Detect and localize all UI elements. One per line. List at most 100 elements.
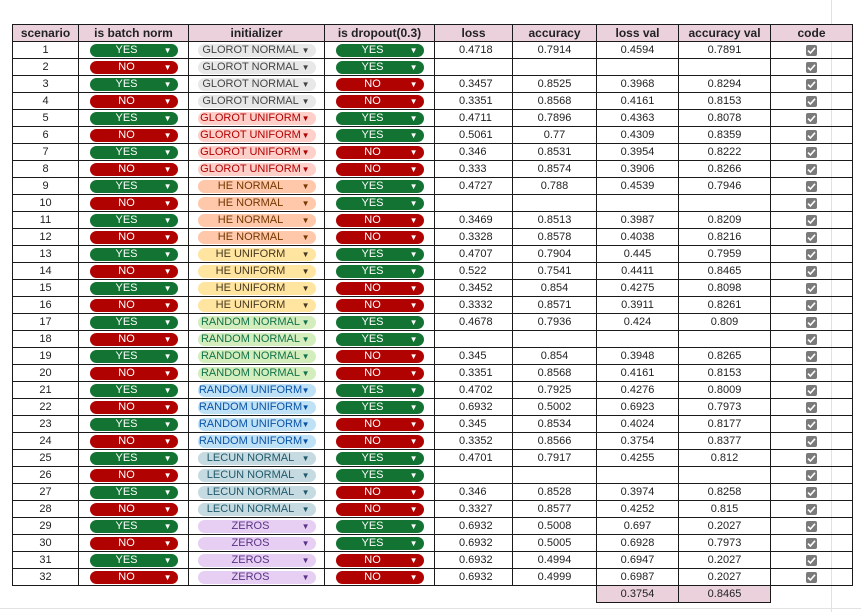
checkbox-checked-icon[interactable] xyxy=(806,333,817,345)
code-cell[interactable] xyxy=(770,126,853,144)
loss-cell[interactable]: 0.3327 xyxy=(434,500,513,518)
loss-val-cell[interactable]: 0.424 xyxy=(596,313,679,331)
accuracy-val-cell[interactable]: 0.7959 xyxy=(678,245,771,263)
dropout-dropdown[interactable]: YES ▼ xyxy=(335,315,424,329)
scenario-cell[interactable]: 6 xyxy=(12,126,79,144)
batch-norm-dropdown[interactable]: YES ▼ xyxy=(89,349,178,363)
loss-val-cell[interactable]: 0.4024 xyxy=(596,415,679,433)
accuracy-val-cell[interactable] xyxy=(678,194,771,212)
code-cell[interactable] xyxy=(770,432,853,450)
initializer-dropdown[interactable]: LECUN NORMAL ▼ xyxy=(197,451,316,465)
batch-norm-dropdown[interactable]: NO ▼ xyxy=(89,94,178,108)
loss-cell[interactable]: 0.3328 xyxy=(434,228,513,246)
loss-val-cell[interactable]: 0.3911 xyxy=(596,296,679,314)
accuracy-val-cell[interactable]: 0.7973 xyxy=(678,398,771,416)
dropout-dropdown[interactable]: YES ▼ xyxy=(335,247,424,261)
code-cell[interactable] xyxy=(770,279,853,297)
accuracy-val-cell[interactable]: 0.2027 xyxy=(678,551,771,569)
checkbox-checked-icon[interactable] xyxy=(806,197,817,209)
accuracy-cell[interactable]: 0.5005 xyxy=(512,534,597,552)
loss-cell[interactable]: 0.6932 xyxy=(434,398,513,416)
batch-norm-cell[interactable]: YES ▼ xyxy=(78,41,189,59)
scenario-cell[interactable]: 28 xyxy=(12,500,79,518)
code-cell[interactable] xyxy=(770,262,853,280)
code-cell[interactable] xyxy=(770,534,853,552)
scenario-cell[interactable]: 10 xyxy=(12,194,79,212)
batch-norm-cell[interactable]: YES ▼ xyxy=(78,211,189,229)
checkbox-checked-icon[interactable] xyxy=(806,282,817,294)
dropout-cell[interactable]: NO ▼ xyxy=(324,296,435,314)
initializer-cell[interactable]: RANDOM UNIFORM ▼ xyxy=(188,415,325,433)
dropout-cell[interactable]: NO ▼ xyxy=(324,92,435,110)
code-cell[interactable] xyxy=(770,551,853,569)
loss-cell[interactable]: 0.6932 xyxy=(434,517,513,535)
accuracy-val-cell[interactable]: 0.8465 xyxy=(678,262,771,280)
code-cell[interactable] xyxy=(770,194,853,212)
loss-cell[interactable] xyxy=(434,330,513,348)
dropout-cell[interactable]: NO ▼ xyxy=(324,364,435,382)
batch-norm-cell[interactable]: NO ▼ xyxy=(78,58,189,76)
dropout-cell[interactable]: NO ▼ xyxy=(324,228,435,246)
accuracy-cell[interactable]: 0.8566 xyxy=(512,432,597,450)
dropout-dropdown[interactable]: NO ▼ xyxy=(335,145,424,159)
dropout-cell[interactable]: YES ▼ xyxy=(324,449,435,467)
header-loss-val[interactable]: loss val xyxy=(596,24,679,42)
initializer-dropdown[interactable]: HE NORMAL ▼ xyxy=(197,196,316,210)
accuracy-cell[interactable]: 0.7541 xyxy=(512,262,597,280)
accuracy-cell[interactable]: 0.7936 xyxy=(512,313,597,331)
dropout-dropdown[interactable]: YES ▼ xyxy=(335,128,424,142)
accuracy-cell[interactable]: 0.8534 xyxy=(512,415,597,433)
accuracy-val-cell[interactable] xyxy=(678,330,771,348)
accuracy-val-cell[interactable]: 0.8153 xyxy=(678,92,771,110)
scenario-cell[interactable]: 11 xyxy=(12,211,79,229)
empty-cell[interactable] xyxy=(13,586,79,603)
accuracy-cell[interactable]: 0.8513 xyxy=(512,211,597,229)
accuracy-val-cell[interactable]: 0.8098 xyxy=(678,279,771,297)
batch-norm-cell[interactable]: YES ▼ xyxy=(78,517,189,535)
dropout-dropdown[interactable]: YES ▼ xyxy=(335,519,424,533)
code-cell[interactable] xyxy=(770,347,853,365)
batch-norm-dropdown[interactable]: YES ▼ xyxy=(89,519,178,533)
accuracy-cell[interactable]: 0.5008 xyxy=(512,517,597,535)
batch-norm-cell[interactable]: NO ▼ xyxy=(78,262,189,280)
dropout-dropdown[interactable]: NO ▼ xyxy=(335,213,424,227)
dropout-cell[interactable]: NO ▼ xyxy=(324,483,435,501)
accuracy-cell[interactable]: 0.4994 xyxy=(512,551,597,569)
batch-norm-cell[interactable]: YES ▼ xyxy=(78,483,189,501)
loss-cell[interactable]: 0.5061 xyxy=(434,126,513,144)
code-cell[interactable] xyxy=(770,483,853,501)
loss-val-cell[interactable]: 0.4161 xyxy=(596,364,679,382)
accuracy-val-cell[interactable] xyxy=(678,466,771,484)
scenario-cell[interactable]: 20 xyxy=(12,364,79,382)
loss-val-cell[interactable]: 0.3987 xyxy=(596,211,679,229)
header-accuracy[interactable]: accuracy xyxy=(512,24,597,42)
summary-accuracy-val[interactable]: 0.8465 xyxy=(678,585,771,603)
loss-cell[interactable]: 0.346 xyxy=(434,483,513,501)
initializer-dropdown[interactable]: GLOROT NORMAL ▼ xyxy=(197,94,316,108)
initializer-cell[interactable]: GLOROT NORMAL ▼ xyxy=(188,92,325,110)
initializer-cell[interactable]: HE UNIFORM ▼ xyxy=(188,296,325,314)
loss-val-cell[interactable]: 0.4276 xyxy=(596,381,679,399)
loss-cell[interactable]: 0.3332 xyxy=(434,296,513,314)
batch-norm-cell[interactable]: YES ▼ xyxy=(78,75,189,93)
batch-norm-cell[interactable]: NO ▼ xyxy=(78,160,189,178)
initializer-cell[interactable]: HE UNIFORM ▼ xyxy=(188,279,325,297)
batch-norm-cell[interactable]: NO ▼ xyxy=(78,194,189,212)
loss-val-cell[interactable]: 0.445 xyxy=(596,245,679,263)
batch-norm-dropdown[interactable]: YES ▼ xyxy=(89,417,178,431)
scenario-cell[interactable]: 30 xyxy=(12,534,79,552)
code-cell[interactable] xyxy=(770,58,853,76)
accuracy-val-cell[interactable]: 0.8209 xyxy=(678,211,771,229)
batch-norm-cell[interactable]: YES ▼ xyxy=(78,177,189,195)
dropout-dropdown[interactable]: NO ▼ xyxy=(335,417,424,431)
scenario-cell[interactable]: 31 xyxy=(12,551,79,569)
batch-norm-dropdown[interactable]: NO ▼ xyxy=(89,502,178,516)
accuracy-cell[interactable] xyxy=(512,58,597,76)
accuracy-val-cell[interactable]: 0.2027 xyxy=(678,517,771,535)
initializer-cell[interactable]: RANDOM UNIFORM ▼ xyxy=(188,381,325,399)
loss-val-cell[interactable]: 0.4161 xyxy=(596,92,679,110)
dropout-dropdown[interactable]: YES ▼ xyxy=(335,468,424,482)
checkbox-checked-icon[interactable] xyxy=(806,554,817,566)
dropout-cell[interactable]: NO ▼ xyxy=(324,211,435,229)
checkbox-checked-icon[interactable] xyxy=(806,486,817,498)
